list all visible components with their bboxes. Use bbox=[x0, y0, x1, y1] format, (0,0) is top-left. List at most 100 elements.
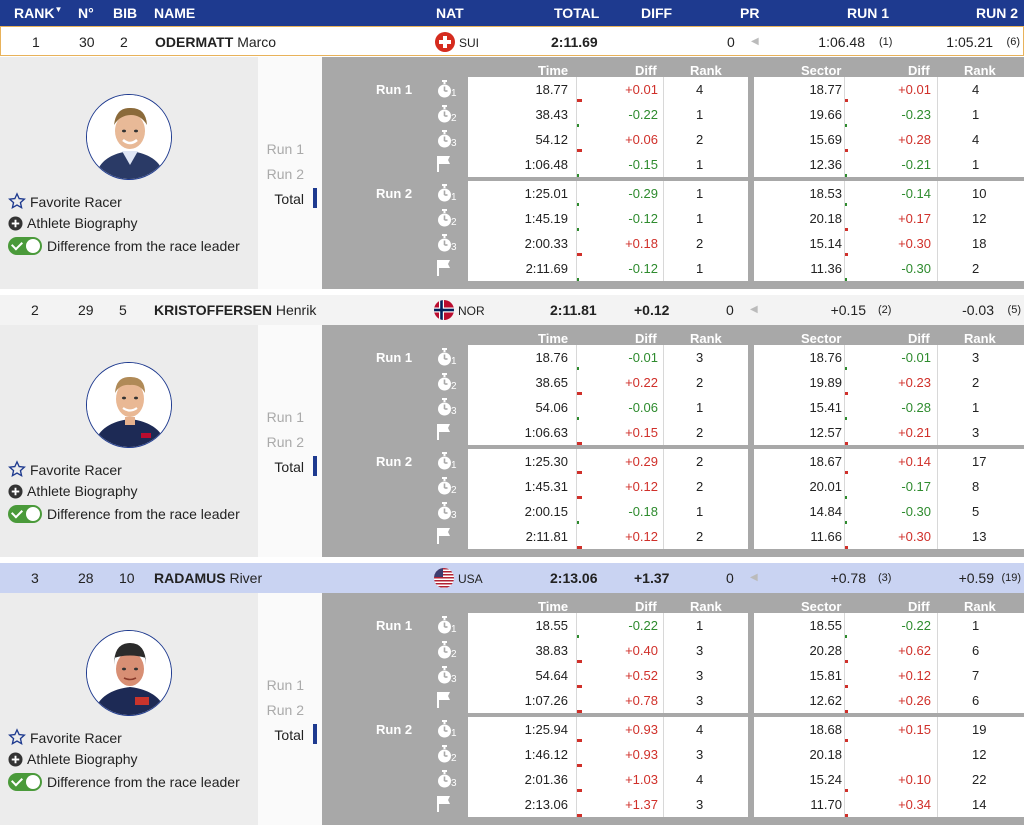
sector-time: 12.57 bbox=[809, 425, 842, 440]
sector-diff-marker bbox=[844, 789, 848, 792]
athlete-biography-link[interactable]: Athlete Biography bbox=[8, 483, 138, 502]
gap bbox=[748, 742, 754, 767]
divider bbox=[937, 663, 938, 688]
divider bbox=[937, 420, 938, 445]
th-sector: Sector bbox=[801, 599, 842, 614]
divider bbox=[844, 767, 845, 792]
divider bbox=[576, 767, 577, 792]
split-rank: 2 bbox=[696, 375, 704, 390]
athlete-row[interactable]: 1 30 2 ODERMATT Marco SUI 2:11.69 0 ◀ 1:06.48 (1)… bbox=[0, 26, 1024, 56]
divider bbox=[663, 256, 664, 281]
sector-diff-marker bbox=[844, 521, 847, 524]
star-icon bbox=[8, 460, 26, 481]
divider bbox=[576, 370, 577, 395]
toggle-icon bbox=[8, 505, 42, 523]
th-sector-rank: Rank bbox=[964, 63, 996, 78]
split-row: 1:46.12 +0.93 3 20.18 12 bbox=[468, 742, 1024, 767]
divider bbox=[844, 449, 845, 474]
split-number: 2 bbox=[451, 649, 457, 660]
split-rank: 2 bbox=[696, 132, 704, 147]
split-rank: 1 bbox=[696, 211, 704, 226]
th-sector-rank: Rank bbox=[964, 331, 996, 346]
divider bbox=[937, 231, 938, 256]
sector-diff-marker bbox=[844, 124, 847, 127]
tab-run2[interactable]: Run 2 bbox=[266, 702, 304, 718]
run1-rank: (3) bbox=[878, 572, 892, 584]
athlete-photo bbox=[86, 94, 172, 180]
divider bbox=[937, 181, 938, 206]
athlete-name[interactable]: RADAMUS River bbox=[154, 570, 262, 586]
th-sector: Sector bbox=[801, 331, 842, 346]
diff-marker bbox=[576, 442, 582, 445]
tab-total[interactable]: Total bbox=[274, 727, 304, 743]
sector-diff: -0.28 bbox=[901, 400, 931, 415]
th-sector-diff: Diff bbox=[908, 599, 930, 614]
split-number: 1 bbox=[451, 624, 457, 635]
divider bbox=[663, 102, 664, 127]
athlete-biography-link[interactable]: Athlete Biography bbox=[8, 215, 138, 234]
plus-circle-icon bbox=[8, 484, 23, 502]
sector-diff: -0.21 bbox=[901, 157, 931, 172]
firstname: Marco bbox=[237, 34, 277, 50]
run1-rank: (1) bbox=[879, 36, 893, 48]
athlete-row[interactable]: 2 29 5 KRISTOFFERSEN Henrik NOR 2:11.81 +0.12 0… bbox=[0, 295, 1024, 325]
split-diff: -0.12 bbox=[628, 211, 658, 226]
diff-marker bbox=[576, 203, 579, 206]
col-rank[interactable]: RANK▼ bbox=[14, 5, 63, 21]
split-diff: +0.52 bbox=[625, 668, 658, 683]
divider bbox=[844, 77, 845, 102]
sector-diff-marker bbox=[844, 442, 848, 445]
split-rank: 4 bbox=[696, 82, 704, 97]
sector-diff-marker bbox=[844, 228, 848, 231]
gap bbox=[748, 395, 754, 420]
sector-diff-marker bbox=[844, 710, 848, 713]
difference-toggle[interactable]: Difference from the race leader bbox=[8, 505, 240, 523]
favorite-racer-link[interactable]: Favorite Racer bbox=[8, 460, 122, 481]
sector-diff: +0.01 bbox=[898, 82, 931, 97]
difference-toggle[interactable]: Difference from the race leader bbox=[8, 773, 240, 791]
tab-run1[interactable]: Run 1 bbox=[266, 677, 304, 693]
diff-marker bbox=[576, 546, 582, 549]
split-row: 2:00.15 -0.18 1 14.84 -0.30 5 bbox=[468, 499, 1024, 524]
athlete-biography-link[interactable]: Athlete Biography bbox=[8, 751, 138, 770]
flag-icon bbox=[436, 155, 456, 177]
tab-run1[interactable]: Run 1 bbox=[266, 141, 304, 157]
gap bbox=[748, 206, 754, 231]
tab-total[interactable]: Total bbox=[274, 191, 304, 207]
split-time: 38.65 bbox=[535, 375, 568, 390]
athlete-photo bbox=[86, 630, 172, 716]
split-diff: +0.40 bbox=[625, 643, 658, 658]
sector-diff-marker bbox=[844, 739, 848, 742]
athlete-name[interactable]: ODERMATT Marco bbox=[155, 34, 276, 50]
run-selector: Run 1 Run 2 Total bbox=[258, 57, 322, 289]
sector-time: 11.70 bbox=[810, 797, 842, 812]
run1-label: Run 1 bbox=[376, 350, 413, 365]
col-total: TOTAL bbox=[554, 5, 600, 21]
run2-value: 1:05.21 bbox=[946, 34, 993, 50]
run1-label: Run 1 bbox=[376, 82, 413, 97]
split-number: 1 bbox=[451, 88, 457, 99]
split-diff: +0.12 bbox=[625, 529, 658, 544]
favorite-racer-link[interactable]: Favorite Racer bbox=[8, 728, 122, 749]
favorite-racer-link[interactable]: Favorite Racer bbox=[8, 192, 122, 213]
difference-toggle[interactable]: Difference from the race leader bbox=[8, 237, 240, 255]
gap bbox=[748, 256, 754, 281]
tab-run2[interactable]: Run 2 bbox=[266, 434, 304, 450]
firstname: River bbox=[229, 570, 263, 586]
plus-circle-icon bbox=[8, 752, 23, 770]
split-row: 18.76 -0.01 3 18.76 -0.01 3 bbox=[468, 345, 1024, 370]
th-diff: Diff bbox=[635, 63, 657, 78]
gap bbox=[748, 449, 754, 474]
divider bbox=[663, 345, 664, 370]
divider bbox=[844, 420, 845, 445]
athlete-name[interactable]: KRISTOFFERSEN Henrik bbox=[154, 302, 316, 318]
divider bbox=[844, 638, 845, 663]
divider bbox=[663, 792, 664, 817]
split-diff: -0.01 bbox=[628, 350, 658, 365]
split-time: 1:07.26 bbox=[524, 693, 568, 708]
tab-total[interactable]: Total bbox=[274, 459, 304, 475]
tab-run2[interactable]: Run 2 bbox=[266, 166, 304, 182]
tab-run1[interactable]: Run 1 bbox=[266, 409, 304, 425]
athlete-row[interactable]: 3 28 10 RADAMUS River USA 2:13.06 +1.37 0 ◀ +0.78… bbox=[0, 563, 1024, 593]
split-row: 38.83 +0.40 3 20.28 +0.62 6 bbox=[468, 638, 1024, 663]
